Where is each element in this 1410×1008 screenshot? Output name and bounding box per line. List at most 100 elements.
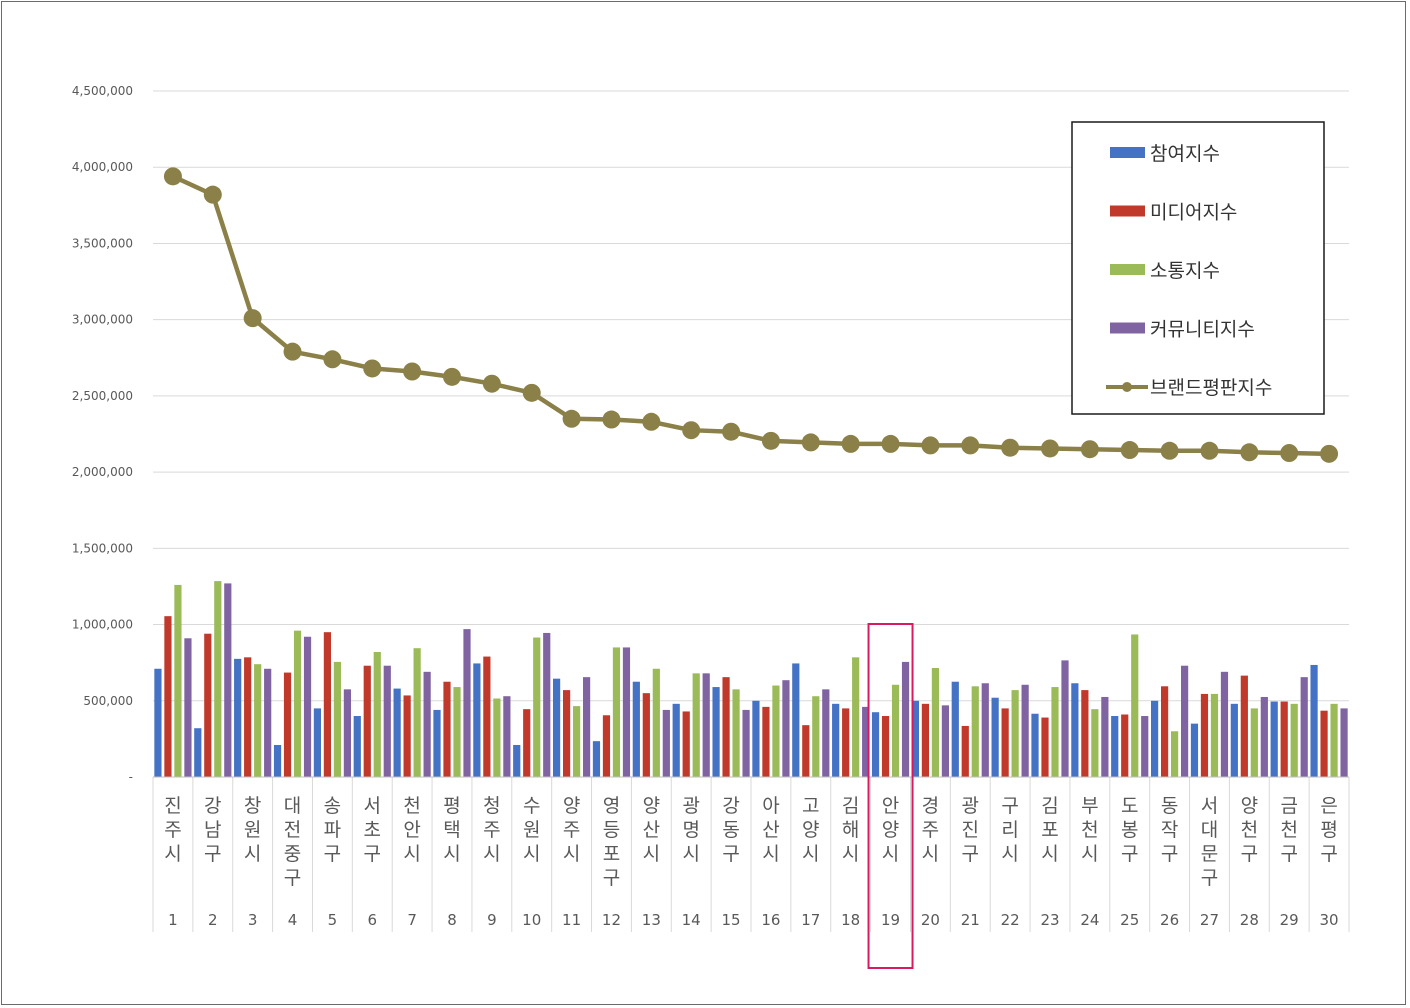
bar-미디어지수 bbox=[961, 725, 969, 777]
bar-커뮤니티지수 bbox=[702, 673, 710, 777]
y-tick-label: 2,500,000 bbox=[72, 389, 133, 403]
bar-소통지수 bbox=[612, 647, 621, 777]
point-브랜드평판지수 bbox=[881, 434, 900, 453]
bar-커뮤니티지수 bbox=[1340, 708, 1348, 777]
y-tick-label: 2,000,000 bbox=[72, 465, 133, 479]
bar-참여지수 bbox=[1111, 716, 1119, 777]
bar-참여지수 bbox=[632, 681, 640, 777]
bar-참여지수 bbox=[1151, 700, 1159, 777]
y-axis: - 500,000 1,000,000 1,500,000 2,000,000 2,500… bbox=[72, 84, 133, 784]
bar-미디어지수 bbox=[842, 708, 850, 777]
bar-커뮤니티지수 bbox=[423, 671, 431, 777]
rank-label: 7 bbox=[407, 911, 417, 929]
y-tick-label: 4,000,000 bbox=[72, 160, 133, 174]
y-tick-label: 500,000 bbox=[83, 694, 133, 708]
point-브랜드평판지수 bbox=[283, 342, 302, 361]
bar-소통지수 bbox=[1290, 703, 1298, 777]
bar-참여지수 bbox=[712, 687, 720, 777]
rank-label: 16 bbox=[761, 911, 780, 929]
rank-label: 15 bbox=[722, 911, 741, 929]
bar-참여지수 bbox=[752, 700, 760, 777]
rank-label: 9 bbox=[487, 911, 497, 929]
bar-소통지수 bbox=[971, 686, 979, 777]
bar-커뮤니티지수 bbox=[622, 647, 631, 777]
bar-참여지수 bbox=[1270, 701, 1278, 777]
bar-커뮤니티지수 bbox=[264, 668, 272, 777]
rank-label: 22 bbox=[1001, 911, 1020, 929]
bar-소통지수 bbox=[1011, 690, 1019, 777]
bar-소통지수 bbox=[1051, 687, 1059, 777]
bar-미디어지수 bbox=[244, 657, 252, 777]
bar-참여지수 bbox=[1071, 683, 1079, 777]
bar-소통지수 bbox=[852, 657, 860, 777]
bar-미디어지수 bbox=[204, 633, 212, 777]
legend-box bbox=[1071, 121, 1325, 415]
rank-label: 1 bbox=[168, 911, 178, 929]
rank-label: 6 bbox=[367, 911, 377, 929]
point-브랜드평판지수 bbox=[482, 374, 501, 393]
rank-label: 24 bbox=[1080, 911, 1099, 929]
bar-미디어지수 bbox=[682, 711, 690, 777]
point-브랜드평판지수 bbox=[841, 434, 860, 453]
bar-미디어지수 bbox=[602, 715, 611, 777]
legend-label: 브랜드평판지수 bbox=[1150, 377, 1272, 399]
point-브랜드평판지수 bbox=[1160, 441, 1179, 460]
bar-커뮤니티지수 bbox=[184, 638, 192, 777]
point-브랜드평판지수 bbox=[761, 431, 780, 450]
bar-미디어지수 bbox=[642, 693, 650, 777]
bar-커뮤니티지수 bbox=[1141, 716, 1149, 777]
bar-커뮤니티지수 bbox=[543, 632, 551, 777]
bar-커뮤니티지수 bbox=[901, 661, 910, 777]
bar-커뮤니티지수 bbox=[662, 709, 670, 777]
bar-미디어지수 bbox=[1041, 717, 1049, 777]
bar-미디어지수 bbox=[164, 616, 172, 777]
legend-label: 미디어지수 bbox=[1150, 202, 1237, 224]
bar-소통지수 bbox=[373, 651, 381, 777]
point-브랜드평판지수 bbox=[403, 362, 422, 381]
highlight-box bbox=[867, 623, 914, 969]
line-series bbox=[163, 167, 1339, 463]
bar-소통지수 bbox=[293, 630, 302, 777]
point-브랜드평판지수 bbox=[682, 421, 701, 440]
bar-미디어지수 bbox=[802, 725, 810, 777]
bar-소통지수 bbox=[1250, 708, 1258, 777]
bar-미디어지수 bbox=[1161, 686, 1169, 777]
rank-label: 8 bbox=[447, 911, 457, 929]
bar-커뮤니티지수 bbox=[1101, 696, 1109, 777]
rank-label: 25 bbox=[1120, 911, 1139, 929]
bar-참여지수 bbox=[991, 697, 999, 777]
bar-미디어지수 bbox=[921, 703, 929, 777]
bar-소통지수 bbox=[413, 648, 421, 777]
rank-label: 17 bbox=[801, 911, 820, 929]
bar-미디어지수 bbox=[283, 672, 292, 777]
legend-label: 커뮤니티지수 bbox=[1150, 319, 1255, 341]
bar-소통지수 bbox=[1210, 693, 1219, 777]
x-axis: 진 주 시 1 강 남 구 2 창 원 시 3 대 전 중 구 4 송 파 구 5 서 초 구 6 천 안 시 7 평 택 시 8 청 주 시 9 수 원 시… bbox=[152, 623, 1350, 969]
bar-소통지수 bbox=[214, 581, 222, 777]
point-브랜드평판지수 bbox=[1120, 441, 1139, 460]
point-브랜드평판지수 bbox=[961, 436, 980, 455]
y-tick-label: 4,500,000 bbox=[72, 84, 133, 98]
bar-참여지수 bbox=[592, 741, 601, 777]
bar-커뮤니티지수 bbox=[583, 677, 591, 777]
bar-소통지수 bbox=[652, 668, 660, 777]
point-브랜드평판지수 bbox=[1240, 443, 1259, 462]
bar-소통지수 bbox=[493, 698, 501, 777]
rank-label: 10 bbox=[522, 911, 541, 929]
bar-커뮤니티지수 bbox=[742, 709, 750, 777]
rank-label: 13 bbox=[642, 911, 661, 929]
bar-미디어지수 bbox=[1121, 714, 1129, 777]
bar-미디어지수 bbox=[523, 709, 531, 777]
point-브랜드평판지수 bbox=[443, 367, 461, 386]
